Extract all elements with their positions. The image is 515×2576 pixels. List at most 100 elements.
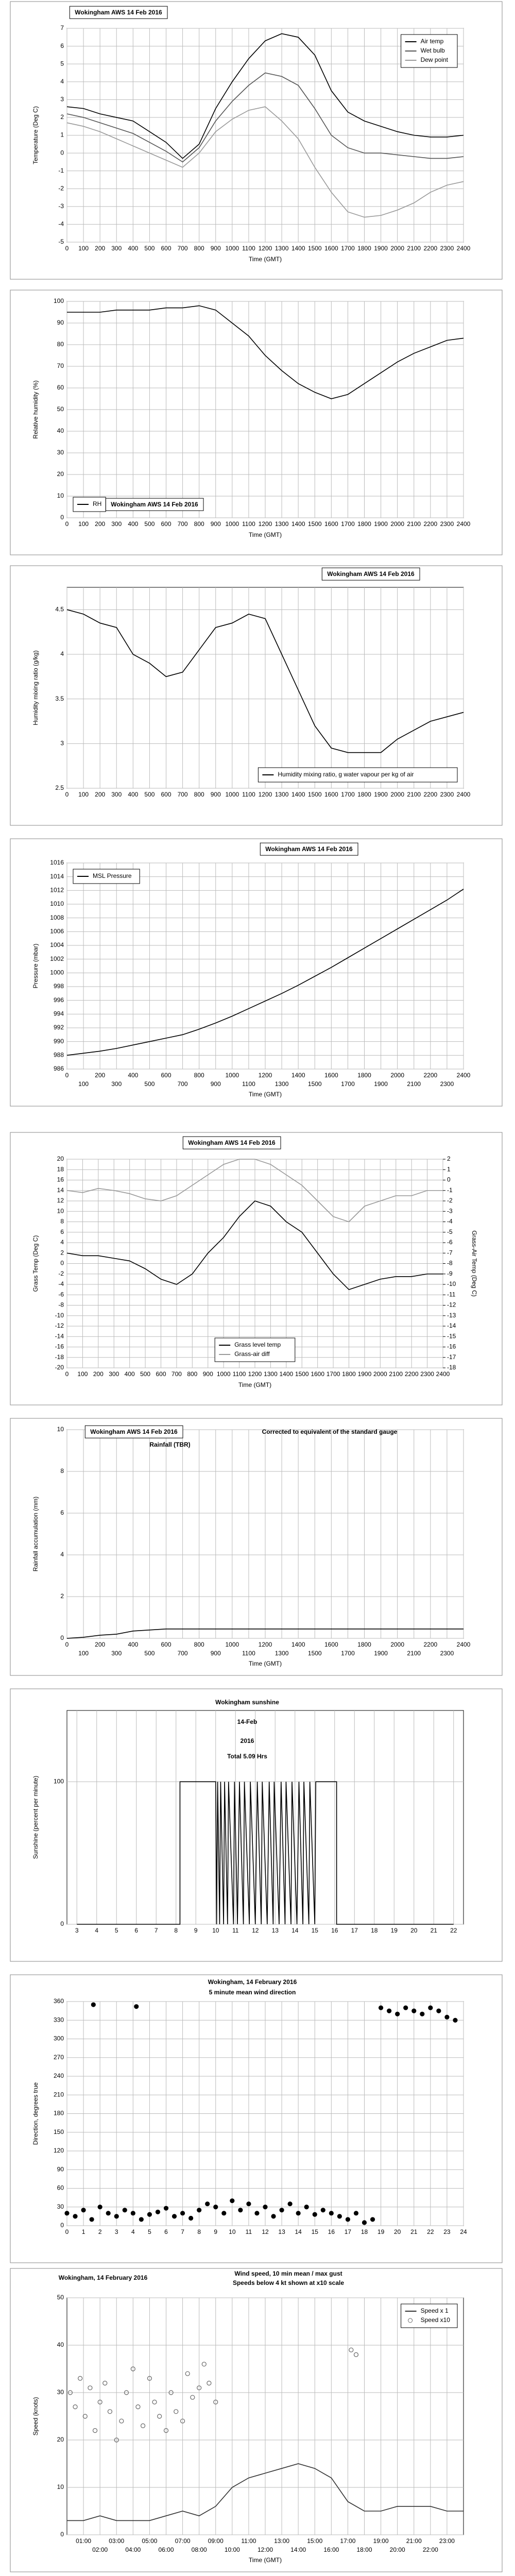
data-point bbox=[353, 2211, 359, 2216]
x-tick-label: 1000 bbox=[225, 1641, 239, 1648]
x-axis-label: Time (GMT) bbox=[249, 256, 282, 263]
y-axis-label: Rainfall accumulation (mm) bbox=[32, 1497, 39, 1571]
data-point bbox=[78, 2376, 83, 2381]
data-point bbox=[238, 2208, 243, 2213]
y-tick-label: 0 bbox=[60, 514, 64, 521]
y-tick-label: 2.5 bbox=[55, 784, 64, 791]
data-point bbox=[337, 2214, 342, 2219]
legend-label: RH bbox=[93, 500, 101, 507]
y-tick-label: -8 bbox=[58, 1301, 64, 1309]
y-tick-label: -3 bbox=[58, 202, 64, 210]
x-tick-label: 800 bbox=[194, 1641, 204, 1648]
y-tick-label: 270 bbox=[54, 2054, 64, 2061]
y-tick-label: 3 bbox=[60, 96, 64, 103]
data-point bbox=[130, 2211, 135, 2216]
x-tick-label: 300 bbox=[111, 520, 122, 528]
x-tick-label: 10 bbox=[212, 1927, 219, 1934]
y-tick-label: 4 bbox=[60, 650, 64, 657]
x-tick-label: 1800 bbox=[357, 1072, 371, 1079]
x-tick-label: 1500 bbox=[308, 1080, 322, 1088]
y-tick-label: 50 bbox=[57, 2294, 64, 2301]
x-tick-label: 500 bbox=[144, 1080, 154, 1088]
x-tick-label: 1300 bbox=[275, 520, 289, 528]
data-point bbox=[114, 2214, 119, 2219]
chart-title: Wokingham, 14 February 2016 bbox=[59, 2274, 148, 2281]
x-tick-label: 1600 bbox=[324, 1641, 338, 1648]
x-tick-label: 1400 bbox=[291, 520, 305, 528]
annotation: 5 minute mean wind direction bbox=[209, 1989, 296, 1996]
y-tick-label: -12 bbox=[55, 1322, 64, 1329]
y-tick-label: 0 bbox=[60, 2222, 64, 2229]
x-tick-label: 800 bbox=[187, 1370, 197, 1378]
y-axis-label: Direction, degrees true bbox=[32, 2082, 39, 2145]
x-tick-label: 1100 bbox=[242, 520, 255, 528]
x-tick-label: 2300 bbox=[440, 791, 454, 798]
y-tick-label: 12 bbox=[57, 1197, 64, 1204]
data-point bbox=[221, 2211, 227, 2216]
x-tick-label: 23 bbox=[443, 2228, 451, 2235]
y-tick-label: -4 bbox=[58, 1280, 64, 1287]
y2-tick-label: -9 bbox=[447, 1270, 453, 1277]
data-point bbox=[64, 2211, 70, 2216]
x-tick-label: 100 bbox=[78, 520, 89, 528]
x-axis-label: Time (GMT) bbox=[249, 1660, 282, 1667]
data-point bbox=[106, 2211, 111, 2216]
y-tick-label: 14 bbox=[57, 1187, 64, 1194]
x-tick-label: 08:00 bbox=[192, 2546, 207, 2553]
x-axis-label: Time (GMT) bbox=[238, 1381, 271, 1388]
x-tick-label: 900 bbox=[211, 791, 221, 798]
x-tick-label: 100 bbox=[78, 1650, 89, 1657]
x-tick-label: 1500 bbox=[295, 1370, 309, 1378]
data-point bbox=[147, 2376, 152, 2381]
y-tick-label: 1000 bbox=[50, 969, 64, 976]
data-point bbox=[67, 2390, 73, 2395]
x-tick-label: 7 bbox=[181, 2228, 184, 2235]
y-axis-label: Relative humidity (%) bbox=[32, 380, 39, 438]
y-tick-label: 210 bbox=[54, 2091, 64, 2098]
x-tick-label: 2400 bbox=[457, 1072, 471, 1079]
x-tick-label: 500 bbox=[144, 520, 154, 528]
legend-label: Air temp bbox=[421, 38, 444, 45]
x-tick-label: 1500 bbox=[308, 520, 322, 528]
y-tick-label: 0 bbox=[60, 1920, 64, 1927]
x-tick-label: 05:00 bbox=[142, 2537, 157, 2545]
y-tick-label: 30 bbox=[57, 2203, 64, 2210]
data-point bbox=[201, 2362, 207, 2367]
x-tick-label: 100 bbox=[77, 1370, 88, 1378]
data-line bbox=[67, 2463, 464, 2521]
y-tick-label: -2 bbox=[58, 184, 64, 192]
x-tick-label: 1700 bbox=[341, 1080, 355, 1088]
x-tick-label: 1100 bbox=[233, 1370, 246, 1378]
data-point bbox=[353, 2352, 359, 2357]
title-box bbox=[105, 498, 204, 511]
y-tick-label: 992 bbox=[54, 1024, 64, 1031]
x-tick-label: 01:00 bbox=[76, 2537, 91, 2545]
x-tick-label: 20:00 bbox=[390, 2546, 405, 2553]
x-tick-label: 22:00 bbox=[423, 2546, 438, 2553]
x-tick-label: 200 bbox=[93, 1370, 104, 1378]
x-tick-label: 1100 bbox=[242, 1650, 255, 1657]
y-tick-label: 330 bbox=[54, 2016, 64, 2023]
x-tick-label: 2200 bbox=[423, 791, 437, 798]
plot-area bbox=[66, 1710, 464, 1925]
x-tick-label: 1500 bbox=[308, 791, 322, 798]
y-tick-label: 986 bbox=[54, 1065, 64, 1072]
x-tick-label: 19 bbox=[377, 2228, 385, 2235]
y-tick-label: 4 bbox=[60, 78, 64, 85]
annotation: Rainfall (TBR) bbox=[149, 1441, 190, 1448]
x-tick-label: 600 bbox=[156, 1370, 166, 1378]
title-box bbox=[84, 1425, 183, 1438]
y2-tick-label: 2 bbox=[447, 1155, 451, 1162]
y-tick-label: 90 bbox=[57, 319, 64, 326]
data-point bbox=[296, 2211, 301, 2216]
chart-title: Wokingham AWS 14 Feb 2016 bbox=[327, 570, 415, 578]
data-point bbox=[140, 2423, 146, 2428]
data-point bbox=[73, 2214, 78, 2219]
y-tick-label: -6 bbox=[58, 1291, 64, 1298]
x-tick-label: 900 bbox=[211, 245, 221, 252]
x-tick-label: 1300 bbox=[275, 1650, 289, 1657]
y2-tick-label: -14 bbox=[447, 1322, 456, 1329]
x-tick-label: 1800 bbox=[357, 791, 371, 798]
x-tick-label: 1100 bbox=[242, 245, 255, 252]
